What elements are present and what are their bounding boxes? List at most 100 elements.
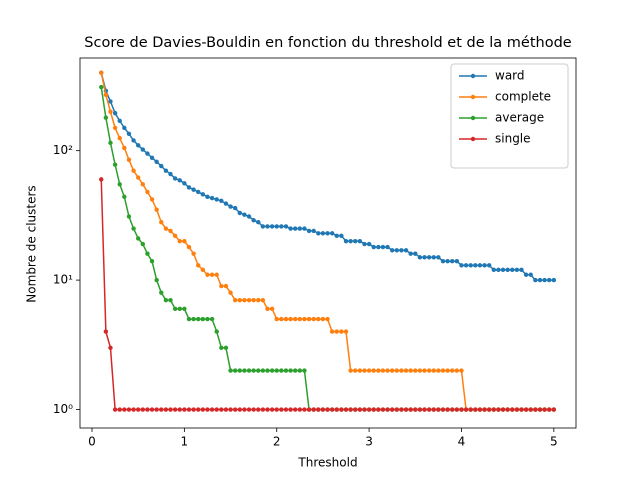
point [228,290,233,295]
point [251,407,256,412]
point [426,407,432,412]
point [140,182,146,187]
point [242,368,247,373]
point [126,214,132,219]
point [366,368,372,373]
y-tick-label: 10⁰ [53,402,73,416]
point [135,175,141,180]
point [523,407,529,412]
point [450,407,455,412]
point [219,198,224,203]
point [357,238,363,244]
point [99,70,104,75]
point [440,258,446,264]
point [329,329,335,334]
point [408,368,413,373]
point [205,316,210,322]
point [228,204,233,209]
point [196,263,201,268]
point [302,316,307,322]
point [269,368,275,373]
point [232,297,238,303]
point [163,297,169,303]
point [219,283,224,289]
point [283,368,289,373]
point [251,218,256,223]
point [237,210,242,216]
point [126,131,132,137]
point [417,407,423,412]
point [223,201,229,206]
point [209,272,215,277]
point [191,187,196,192]
point [149,197,155,202]
point [159,163,164,169]
x-axis-label: Threshold [297,456,357,470]
point [172,407,178,412]
point [219,345,224,350]
point [191,251,196,256]
point [145,189,150,195]
point [325,316,330,322]
point [122,194,127,200]
point [103,92,109,98]
point [293,407,298,412]
point [482,263,487,268]
point [477,263,483,268]
point [311,316,316,322]
point [339,233,344,238]
point [131,226,136,231]
point [177,238,182,244]
legend-label: complete [495,90,551,104]
point [103,329,109,334]
point [528,272,533,277]
point [468,407,473,412]
x-tick-label: 2 [273,435,281,449]
point [246,407,252,412]
legend-box [450,63,569,169]
point [293,368,298,373]
point [260,297,266,303]
point [269,224,275,229]
point [422,255,427,260]
point [112,162,118,167]
point [528,407,533,412]
point [348,407,353,412]
legend-marker [470,73,476,79]
point [440,368,446,373]
point [533,407,538,412]
point [256,220,261,225]
point [265,407,270,412]
point [519,407,524,412]
point [325,231,330,236]
point [302,407,307,412]
point [140,147,146,152]
point [163,226,169,231]
point [265,224,270,229]
point [168,171,173,177]
point [177,306,182,312]
point [260,368,266,373]
point [108,345,113,350]
point [154,277,159,283]
point [200,192,206,197]
point [182,238,187,244]
point [431,255,436,260]
point [99,84,104,90]
point [177,178,182,183]
point [450,258,455,264]
point [403,248,409,253]
point [154,407,159,412]
point [168,407,173,412]
point [256,297,261,303]
point [343,238,349,244]
point [371,368,376,373]
point [209,195,215,201]
y-axis-label: Nombre de clusters [25,185,39,302]
point [223,345,229,350]
point [269,407,275,412]
point [288,316,293,322]
point [302,368,307,373]
point [385,368,390,373]
legend-label: single [495,132,531,146]
